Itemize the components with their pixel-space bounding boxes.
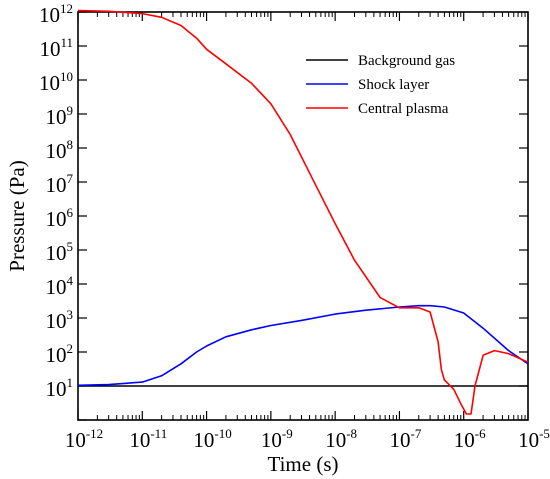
y-tick-label: 108	[46, 137, 74, 163]
x-tick-label: 10-6	[454, 426, 486, 452]
y-tick-label: 1011	[39, 35, 73, 61]
x-tick-label: 10-12	[65, 426, 103, 452]
axis-ticks	[77, 11, 529, 421]
y-tick-label: 101	[46, 375, 74, 401]
y-tick-label: 103	[46, 307, 74, 333]
plot-frame	[77, 11, 529, 421]
y-tick-label: 109	[46, 103, 74, 129]
x-tick-label: 10-9	[261, 426, 293, 452]
legend: Background gas Shock layer Central plasma	[306, 53, 455, 117]
legend-label: Background gas	[358, 53, 455, 69]
y-tick-label: 1010	[39, 69, 73, 95]
x-tick-label: 10-8	[325, 426, 357, 452]
y-tick-labels: 101 102 103 104 105 106 107 108 109 1010 1011 1012	[39, 1, 74, 401]
y-tick-label: 106	[46, 205, 74, 231]
x-tick-labels: 10-12 10-11 10-10 10-9 10-8 10-7 10-6 10-5	[65, 426, 550, 452]
series-line-central-plasma	[77, 9, 529, 415]
series-lines	[77, 9, 529, 415]
y-tick-label: 104	[46, 273, 74, 299]
y-tick-label: 1012	[39, 1, 73, 27]
y-axis-label: Pressure (Pa)	[5, 160, 29, 271]
legend-label: Shock layer	[358, 77, 429, 93]
x-axis-label: Time (s)	[268, 452, 339, 476]
x-tick-label: 10-7	[390, 426, 422, 452]
x-tick-label: 10-5	[518, 426, 550, 452]
y-tick-label: 107	[46, 171, 74, 197]
series-line-shock-layer	[77, 304, 529, 387]
legend-label: Central plasma	[358, 101, 449, 117]
y-tick-label: 102	[46, 341, 74, 367]
x-tick-label: 10-11	[129, 426, 167, 452]
x-tick-label: 10-10	[193, 426, 231, 452]
y-tick-label: 105	[46, 239, 74, 265]
